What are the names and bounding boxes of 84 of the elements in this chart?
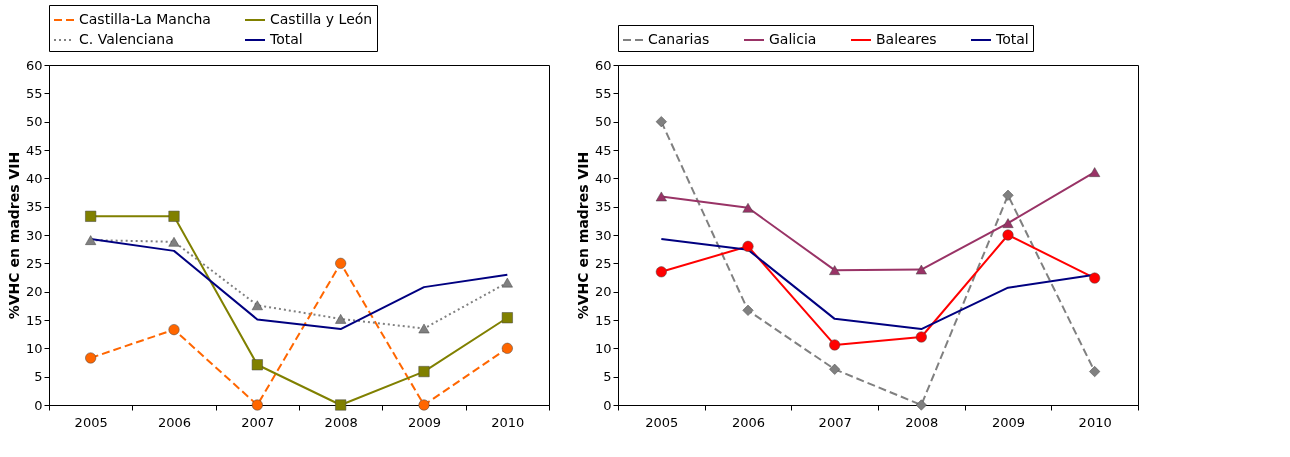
point	[655, 116, 667, 128]
point	[501, 312, 513, 324]
y-tick-label: 10	[594, 340, 612, 356]
y-tick-label: 10	[25, 340, 43, 356]
y-tick-label: 50	[25, 114, 43, 130]
y-tick-label: 30	[25, 227, 43, 243]
y-tick-label: 20	[594, 284, 612, 300]
point	[829, 265, 841, 275]
point	[1089, 366, 1101, 378]
y-tick-label: 5	[34, 369, 43, 385]
x-tick-label: 2008	[324, 414, 358, 430]
y-tick-label: 55	[25, 85, 43, 101]
y-tick-label: 30	[594, 227, 612, 243]
y-tick-label: 15	[594, 312, 612, 328]
x-tick-label: 2009	[407, 414, 442, 430]
point	[829, 339, 841, 351]
point	[251, 399, 263, 411]
y-axis-title: %VHC en madres VIH	[5, 151, 22, 320]
point	[85, 352, 97, 364]
point	[915, 264, 927, 275]
point	[168, 210, 180, 222]
point	[85, 210, 97, 222]
legend-label: Canarias	[648, 31, 710, 47]
y-tick-label: 40	[25, 170, 43, 186]
legend-label: Castilla-La Mancha	[79, 11, 211, 27]
y-tick-label: 25	[594, 255, 612, 271]
point	[742, 203, 754, 213]
y-tick-label: 60	[25, 57, 43, 73]
x-tick-label: 2007	[818, 414, 852, 430]
y-tick-label: 25	[25, 255, 43, 271]
point	[1089, 272, 1101, 284]
point	[251, 300, 263, 311]
y-axis-title: %VHC en madres VIH	[574, 151, 591, 320]
point	[251, 359, 263, 371]
legend-label: Total	[269, 31, 303, 47]
y-tick-label: 45	[594, 142, 612, 158]
point	[742, 240, 754, 252]
y-tick-label: 5	[603, 369, 612, 385]
point	[742, 304, 754, 316]
point	[1002, 229, 1014, 241]
y-tick-label: 60	[594, 57, 612, 73]
x-tick-label: 2006	[157, 414, 192, 430]
y-tick-label: 0	[603, 397, 612, 413]
y-tick-label: 50	[594, 114, 612, 130]
point	[1002, 218, 1014, 228]
x-tick-label: 2005	[74, 414, 108, 430]
point	[915, 331, 927, 343]
y-tick-label: 20	[25, 284, 43, 300]
point	[501, 342, 513, 354]
point	[418, 399, 430, 411]
point	[335, 314, 347, 324]
x-tick-label: 2007	[241, 414, 275, 430]
y-tick-label: 35	[594, 199, 612, 215]
point	[168, 324, 180, 336]
legend-label: Total	[995, 31, 1029, 47]
y-tick-label: 0	[34, 397, 43, 413]
legend-label: Galicia	[769, 31, 817, 47]
point	[655, 266, 667, 278]
x-tick-label: 2010	[1078, 414, 1112, 430]
point	[1002, 189, 1014, 201]
x-tick-label: 2008	[905, 414, 939, 430]
y-tick-label: 45	[25, 142, 43, 158]
y-tick-label: 35	[25, 199, 43, 215]
point	[655, 191, 667, 202]
point	[829, 363, 841, 375]
x-tick-label: 2009	[991, 414, 1026, 430]
point	[85, 235, 97, 245]
x-tick-label: 2005	[645, 414, 679, 430]
y-tick-label: 55	[594, 85, 612, 101]
point	[915, 399, 927, 411]
x-tick-label: 2006	[731, 414, 766, 430]
point	[501, 277, 513, 288]
legend-label: Castilla y León	[270, 11, 373, 27]
y-tick-label: 15	[25, 312, 43, 328]
legend-label: C. Valenciana	[79, 31, 174, 47]
y-tick-label: 40	[594, 170, 612, 186]
point	[335, 399, 347, 411]
point	[335, 257, 347, 269]
x-tick-label: 2010	[491, 414, 525, 430]
point	[418, 323, 430, 334]
point	[168, 237, 180, 247]
legend-label: Baleares	[876, 31, 937, 47]
point	[1089, 167, 1101, 177]
point	[418, 366, 430, 378]
